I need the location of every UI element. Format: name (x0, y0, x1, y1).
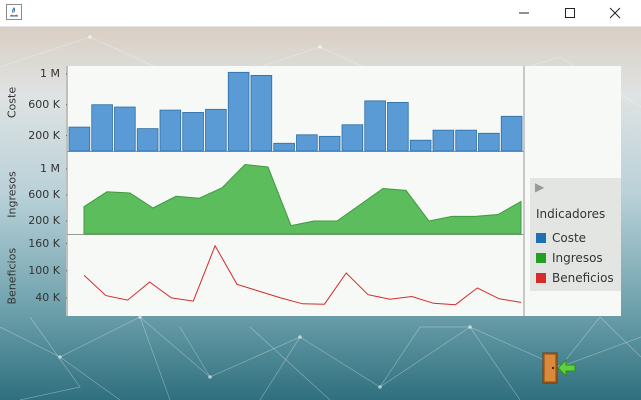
y-tick-label: 600 K (28, 188, 60, 201)
cost-bar (364, 100, 386, 152)
maximize-icon (565, 8, 575, 18)
cost-bar (341, 124, 364, 152)
charts-svg (63, 66, 525, 316)
close-button[interactable] (592, 0, 638, 26)
cost-bar (91, 104, 113, 152)
y-tick-label: 200 K (28, 128, 60, 142)
cost-bar (387, 102, 409, 152)
minimize-button[interactable] (501, 0, 547, 26)
exit-door-icon (542, 352, 576, 384)
cost-bar (114, 106, 136, 152)
minimize-icon (519, 12, 529, 14)
close-icon (609, 7, 621, 19)
legend-label-beneficios: Beneficios (552, 271, 614, 285)
cost-bar (500, 115, 523, 152)
legend-item-beneficios: Beneficios (536, 271, 614, 285)
cost-bar (68, 126, 91, 152)
maximize-button[interactable] (547, 0, 593, 26)
legend-panel: ▶ Indicadores Coste Ingresos Beneficios (530, 178, 621, 291)
exit-button[interactable] (540, 350, 578, 386)
legend-swatch-beneficios (536, 273, 546, 283)
cost-bar (159, 109, 182, 152)
y-tick-label: 1 M (40, 162, 60, 175)
cost-bar (227, 71, 250, 152)
y-tick-label: 100 K (28, 263, 60, 277)
cost-bar (296, 134, 318, 152)
income-area (83, 163, 522, 235)
cost-bar (318, 135, 341, 152)
cost-bar (432, 129, 455, 152)
y-tick-label: 600 K (28, 97, 60, 111)
profit-line (83, 244, 522, 306)
legend-expand-icon[interactable]: ▶ (535, 180, 545, 194)
title-bar (0, 0, 641, 27)
legend-title: Indicadores (536, 207, 606, 221)
charts-panel (63, 66, 621, 316)
java-app-icon (6, 4, 22, 20)
cost-bar (409, 139, 432, 152)
y-tick-label: 40 K (35, 290, 60, 304)
cost-bar (182, 112, 204, 152)
cost-bar (250, 74, 273, 152)
cost-bar (478, 132, 500, 152)
legend-label-ingresos: Ingresos (552, 251, 603, 265)
cost-bar (273, 142, 295, 152)
cost-bar (455, 129, 477, 152)
legend-item-coste: Coste (536, 231, 586, 245)
cost-bar (136, 128, 159, 152)
cost-bar (205, 108, 227, 152)
legend-label-coste: Coste (552, 231, 587, 245)
y-tick-label: 1 M (40, 66, 60, 80)
legend-swatch-coste (536, 233, 546, 243)
y-tick-label: 160 K (28, 236, 60, 250)
y-tick-label: 200 K (28, 214, 60, 227)
legend-swatch-ingresos (536, 253, 546, 263)
legend-item-ingresos: Ingresos (536, 251, 603, 265)
